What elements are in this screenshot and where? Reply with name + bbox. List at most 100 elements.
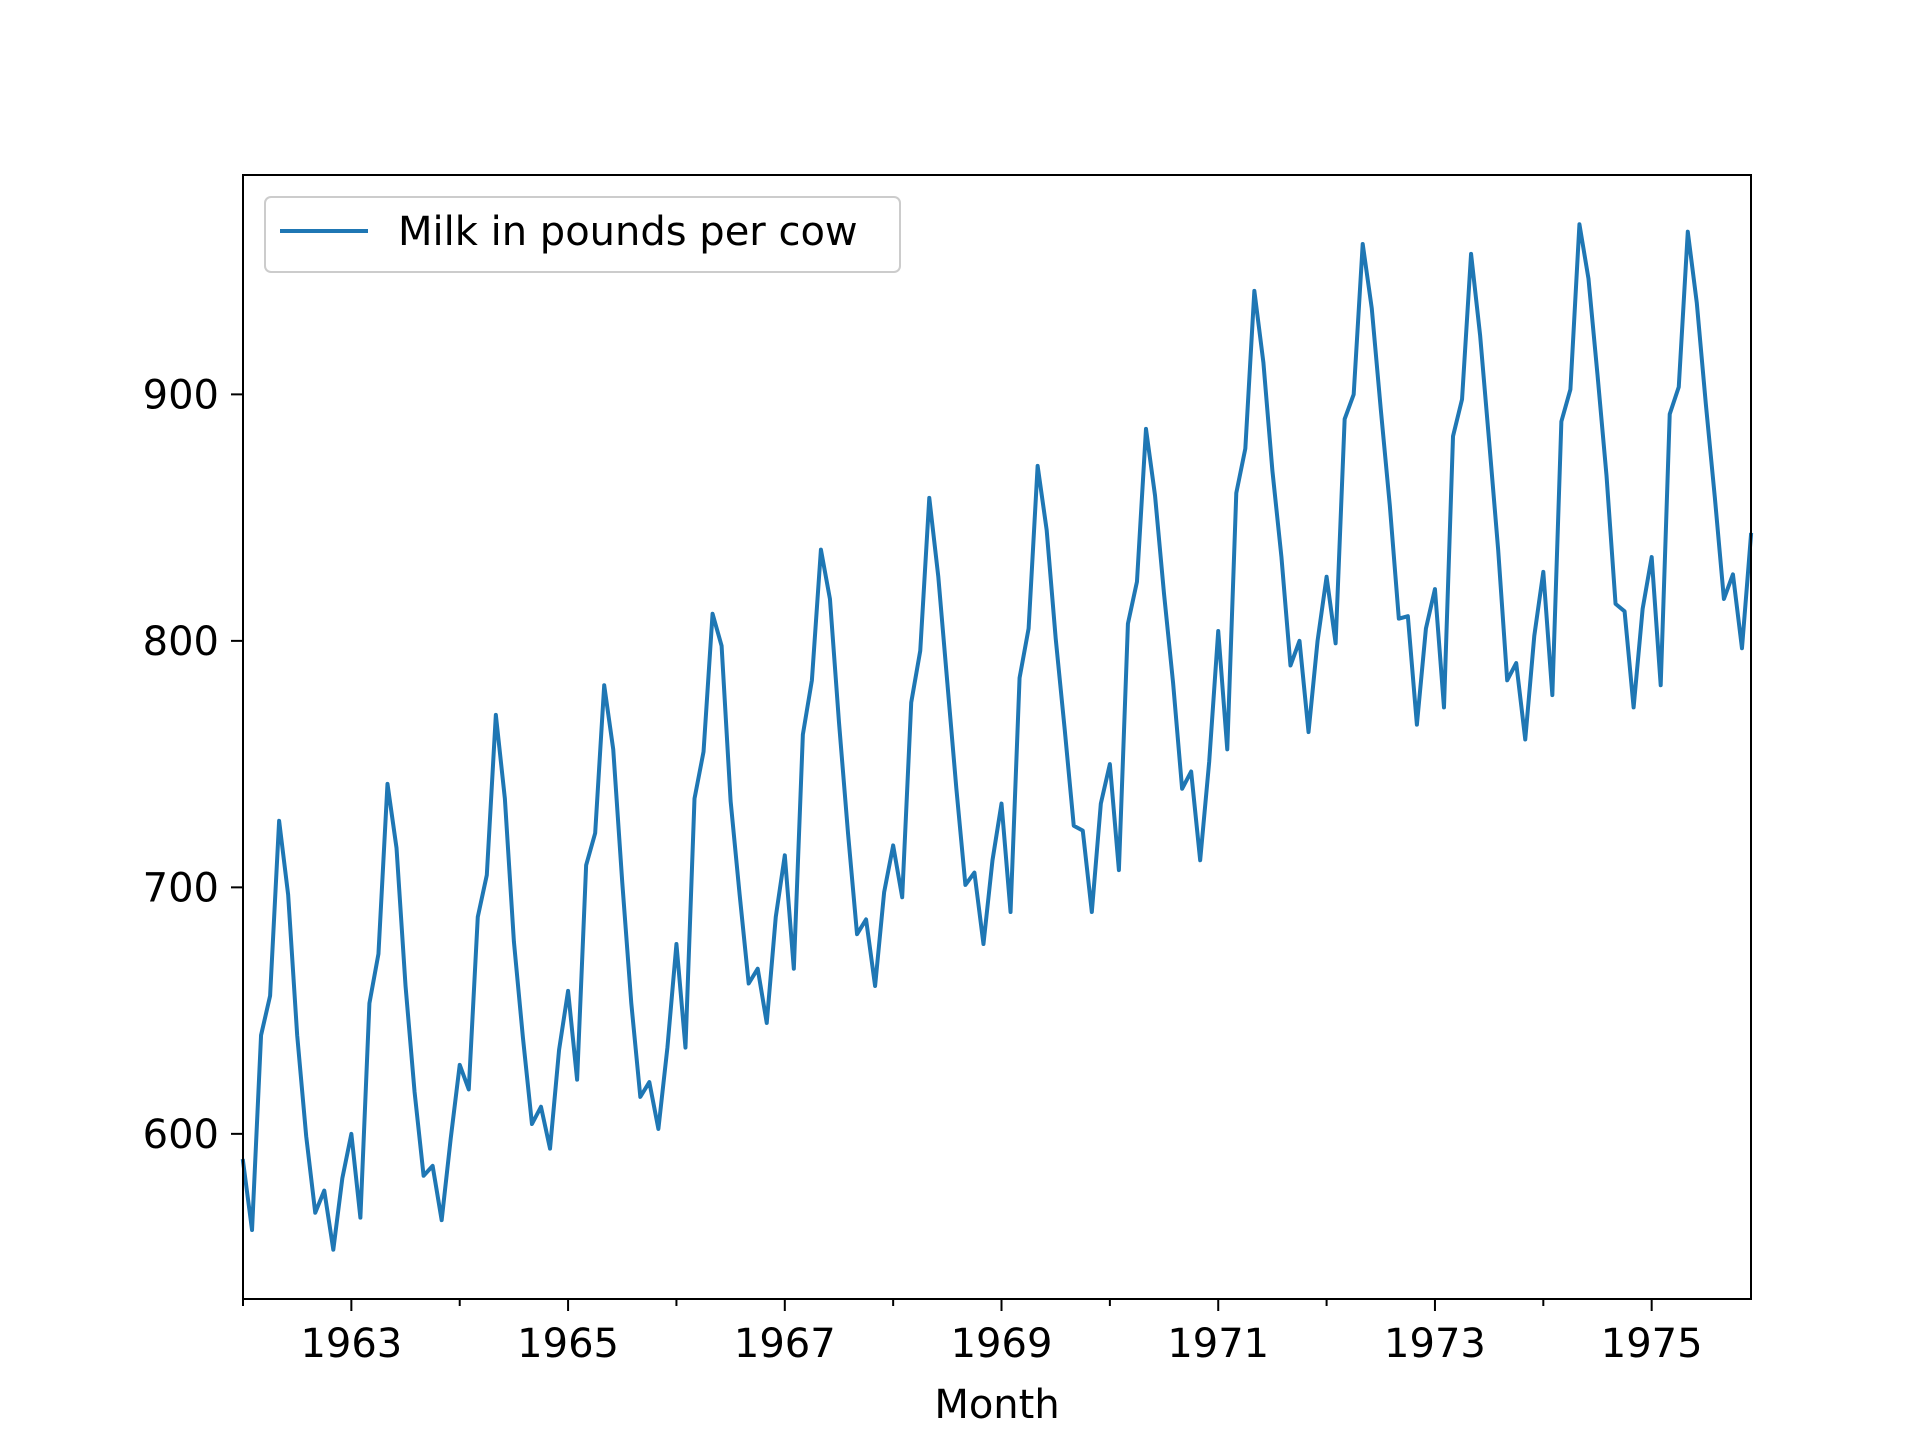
data-point bbox=[1559, 419, 1563, 423]
data-point bbox=[683, 1046, 687, 1050]
data-point bbox=[512, 940, 516, 944]
data-point bbox=[1496, 548, 1500, 552]
data-point bbox=[1487, 439, 1491, 443]
data-point bbox=[1469, 252, 1473, 256]
data-point bbox=[1514, 661, 1518, 665]
data-point bbox=[1595, 373, 1599, 377]
data-point bbox=[1036, 464, 1040, 468]
data-point bbox=[367, 1001, 371, 1005]
data-point bbox=[1162, 592, 1166, 596]
data-point bbox=[584, 863, 588, 867]
x-axis-label: Month bbox=[934, 1382, 1059, 1428]
data-point bbox=[1000, 802, 1004, 806]
data-point bbox=[1397, 617, 1401, 621]
data-point bbox=[268, 994, 272, 998]
data-point bbox=[828, 597, 832, 601]
data-point bbox=[1261, 360, 1265, 364]
data-point bbox=[855, 932, 859, 936]
data-point bbox=[900, 895, 904, 899]
data-point bbox=[945, 681, 949, 685]
data-point bbox=[1614, 602, 1618, 606]
data-point bbox=[286, 893, 290, 897]
x-tick-label: 1975 bbox=[1601, 1321, 1703, 1367]
data-point bbox=[404, 984, 408, 988]
data-point bbox=[1388, 503, 1392, 507]
data-point bbox=[1090, 910, 1094, 914]
data-point bbox=[810, 678, 814, 682]
data-point bbox=[530, 1122, 534, 1126]
data-point bbox=[1713, 496, 1717, 500]
data-point bbox=[1424, 627, 1428, 631]
data-point bbox=[1063, 728, 1067, 732]
data-point bbox=[485, 873, 489, 877]
data-point bbox=[593, 831, 597, 835]
data-point bbox=[1740, 646, 1744, 650]
data-point bbox=[1279, 555, 1283, 559]
data-point bbox=[575, 1078, 579, 1082]
data-point bbox=[1298, 639, 1302, 643]
data-point bbox=[981, 942, 985, 946]
data-point bbox=[1379, 407, 1383, 411]
data-point bbox=[783, 853, 787, 857]
data-point bbox=[458, 1063, 462, 1067]
data-point bbox=[395, 846, 399, 850]
data-point bbox=[413, 1090, 417, 1094]
data-point bbox=[765, 1021, 769, 1025]
data-point bbox=[1541, 570, 1545, 574]
data-point bbox=[954, 787, 958, 791]
data-point bbox=[1433, 587, 1437, 591]
x-tick-label: 1973 bbox=[1384, 1321, 1486, 1367]
data-point bbox=[1225, 747, 1229, 751]
data-point bbox=[476, 915, 480, 919]
data-point bbox=[1641, 607, 1645, 611]
data-point bbox=[1307, 730, 1311, 734]
data-point bbox=[1352, 392, 1356, 396]
y-tick-label: 800 bbox=[143, 619, 219, 665]
data-point bbox=[638, 1095, 642, 1099]
data-point bbox=[1577, 222, 1581, 226]
data-point bbox=[250, 1228, 254, 1232]
data-point bbox=[1586, 277, 1590, 281]
data-point bbox=[1677, 385, 1681, 389]
legend-label: Milk in pounds per cow bbox=[398, 209, 858, 255]
data-point bbox=[990, 858, 994, 862]
series-line bbox=[240, 222, 1754, 1252]
data-point bbox=[1072, 824, 1076, 828]
data-point bbox=[1695, 301, 1699, 305]
data-point bbox=[1650, 555, 1654, 559]
data-point bbox=[1135, 580, 1139, 584]
data-point bbox=[674, 942, 678, 946]
legend-box bbox=[264, 196, 901, 273]
data-point bbox=[602, 683, 606, 687]
data-point bbox=[1171, 681, 1175, 685]
data-point bbox=[449, 1137, 453, 1141]
data-point bbox=[729, 799, 733, 803]
data-point bbox=[1722, 597, 1726, 601]
data-point bbox=[422, 1174, 426, 1178]
data-point bbox=[846, 831, 850, 835]
data-point bbox=[385, 782, 389, 786]
data-point bbox=[539, 1105, 543, 1109]
data-point bbox=[340, 1176, 344, 1180]
data-point bbox=[1234, 491, 1238, 495]
data-point bbox=[1442, 705, 1446, 709]
data-point bbox=[720, 644, 724, 648]
data-point bbox=[440, 1218, 444, 1222]
data-point bbox=[1605, 474, 1609, 478]
data-point bbox=[1704, 402, 1708, 406]
plot-area bbox=[240, 222, 1754, 1252]
data-point bbox=[1243, 447, 1247, 451]
data-point bbox=[1343, 417, 1347, 421]
data-point bbox=[548, 1147, 552, 1151]
data-point bbox=[1370, 306, 1374, 310]
data-point bbox=[1054, 636, 1058, 640]
data-point bbox=[1108, 762, 1112, 766]
data-point bbox=[1415, 723, 1419, 727]
data-point bbox=[557, 1048, 561, 1052]
data-point bbox=[1316, 639, 1320, 643]
data-point bbox=[1659, 683, 1663, 687]
data-point bbox=[665, 1046, 669, 1050]
data-point bbox=[747, 981, 751, 985]
data-point bbox=[322, 1189, 326, 1193]
